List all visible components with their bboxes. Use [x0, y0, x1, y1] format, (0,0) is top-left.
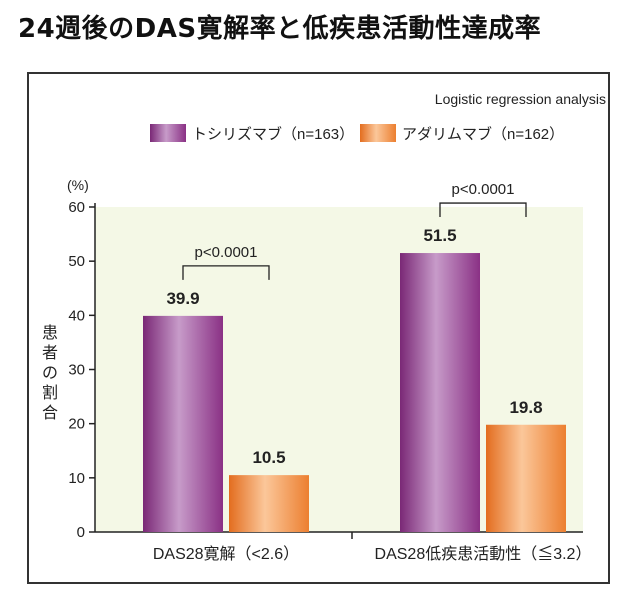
- legend-swatch-tocilizumab: [150, 124, 186, 142]
- y-tick-label: 0: [77, 524, 85, 541]
- y-tick-label: 50: [68, 253, 85, 270]
- analysis-note: Logistic regression analysis: [435, 91, 606, 107]
- legend-label-tocilizumab: トシリズマブ（n=163）: [192, 125, 354, 143]
- p-value-label: p<0.0001: [195, 244, 258, 261]
- x-category-label: DAS28低疾患活動性（≦3.2）: [375, 545, 592, 563]
- legend: トシリズマブ（n=163） アダリムマブ（n=162）: [150, 124, 564, 143]
- legend-swatch-adalimumab: [360, 124, 396, 142]
- bar: [229, 475, 309, 532]
- bar: [486, 424, 566, 532]
- category-labels: DAS28寛解（<2.6） DAS28低疾患活動性（≦3.2）: [153, 545, 592, 563]
- bar-value-label: 39.9: [166, 289, 199, 308]
- bar-value-label: 51.5: [423, 226, 456, 245]
- x-category-label: DAS28寛解（<2.6）: [153, 545, 299, 563]
- bar: [143, 315, 223, 532]
- bar: [400, 253, 480, 532]
- y-tick-label: 60: [68, 199, 85, 216]
- y-ticks: 0 10 20 30 40 50 60: [68, 199, 95, 541]
- bar-value-label: 10.5: [252, 448, 285, 467]
- legend-label-adalimumab: アダリムマブ（n=162）: [402, 125, 564, 143]
- page-title: 24週後のDAS寛解率と低疾患活動性達成率: [18, 14, 542, 44]
- significance-bracket: [182, 265, 270, 280]
- bars: 39.9 10.5 51.5 19.8: [143, 226, 566, 532]
- y-tick-label: 20: [68, 416, 85, 433]
- y-unit-label: (%): [67, 177, 89, 193]
- p-value-label: p<0.0001: [452, 181, 515, 198]
- significance-brackets: p<0.0001 p<0.0001: [182, 181, 527, 280]
- bar-value-label: 19.8: [509, 398, 542, 417]
- y-tick-label: 30: [68, 362, 85, 379]
- y-axis-label: 患者の割合: [42, 323, 58, 422]
- significance-bracket: [439, 202, 527, 218]
- y-tick-label: 10: [68, 470, 85, 487]
- y-tick-label: 40: [68, 307, 85, 324]
